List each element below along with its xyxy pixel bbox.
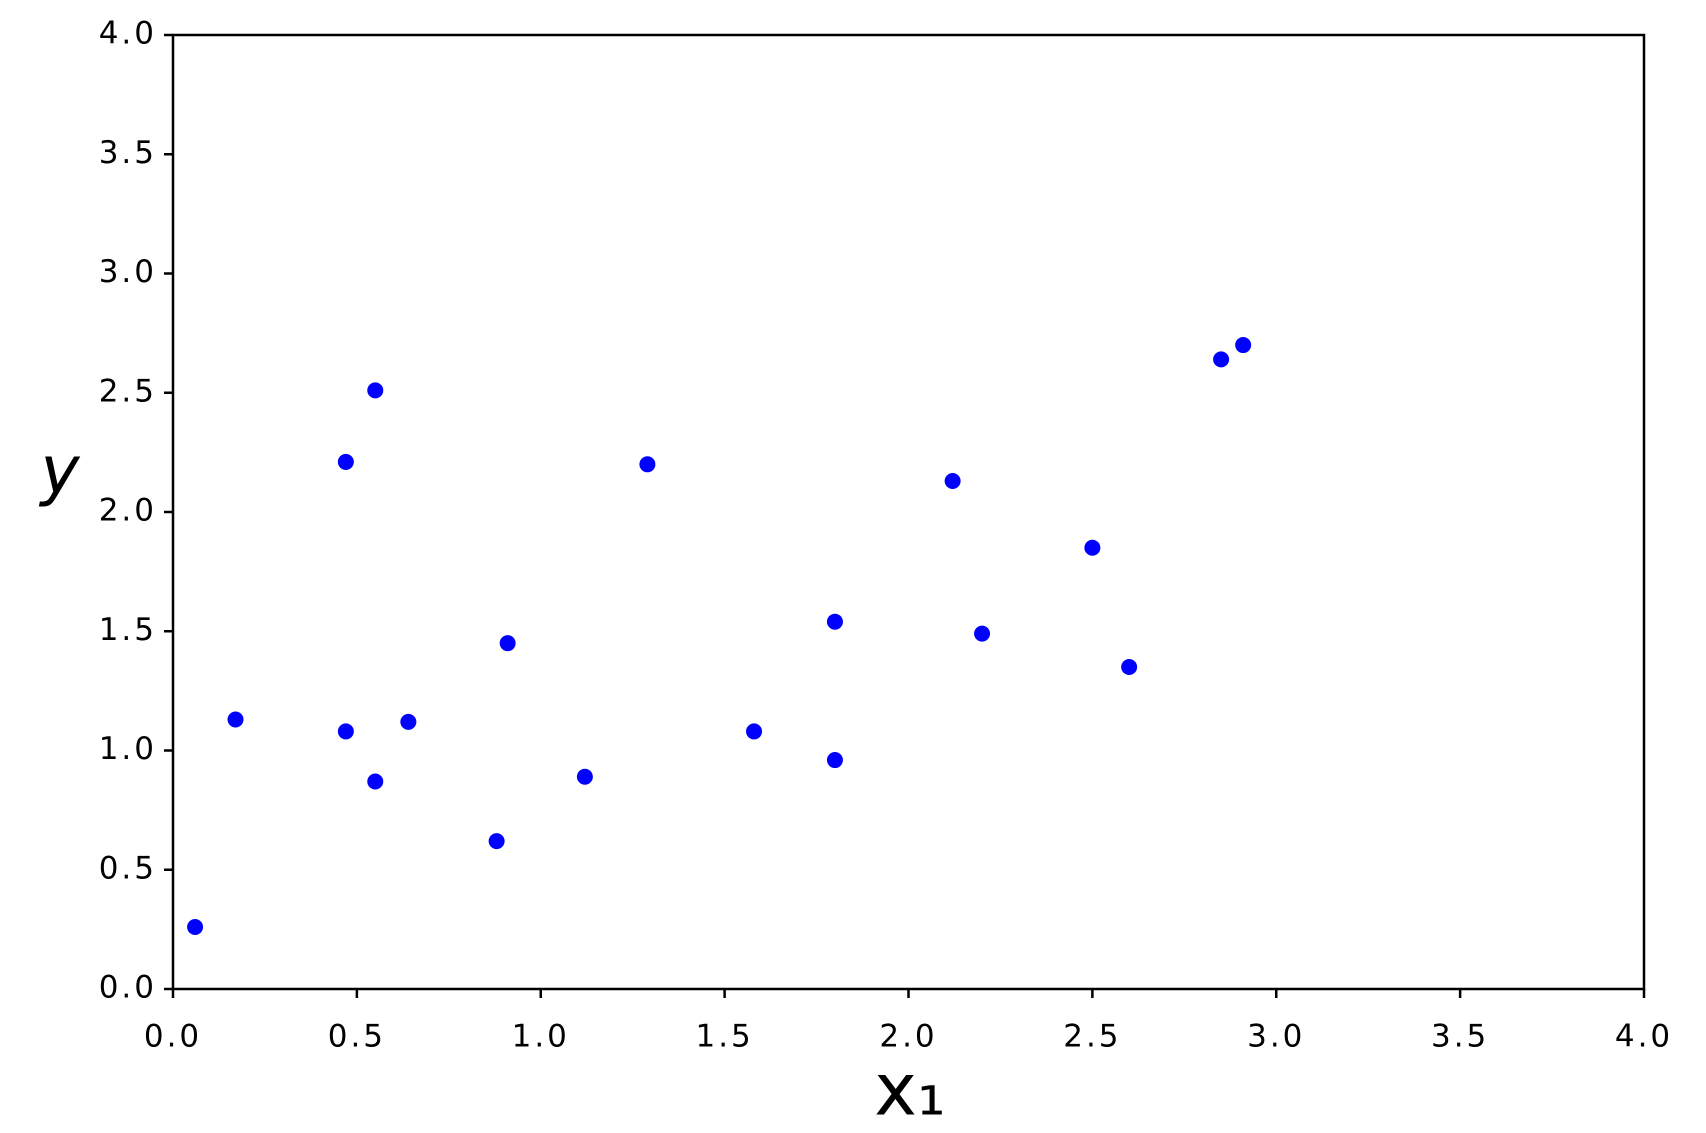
point bbox=[639, 456, 656, 473]
x-tick-label: 0.5 bbox=[328, 1019, 386, 1055]
y-tick-label: 1.0 bbox=[99, 731, 157, 767]
point bbox=[367, 382, 384, 399]
point bbox=[576, 768, 593, 785]
point bbox=[1213, 351, 1230, 368]
y-tick-label: 0.0 bbox=[99, 970, 157, 1006]
point bbox=[400, 713, 417, 730]
point bbox=[227, 711, 244, 728]
x-tick-label: 2.0 bbox=[879, 1019, 937, 1055]
x-axis-label: x₁ bbox=[874, 1048, 945, 1132]
y-tick-label: 2.5 bbox=[99, 373, 157, 409]
x-tick-label: 1.5 bbox=[695, 1019, 753, 1055]
x-tick-label: 3.5 bbox=[1431, 1019, 1489, 1055]
point bbox=[1235, 337, 1252, 354]
y-tick-label: 2.0 bbox=[99, 493, 157, 529]
plot-frame bbox=[171, 33, 1646, 991]
y-tick-label: 0.5 bbox=[99, 850, 157, 886]
point bbox=[488, 833, 505, 850]
x-tick-label: 4.0 bbox=[1615, 1019, 1673, 1055]
x-tick-label: 0.0 bbox=[144, 1019, 202, 1055]
y-tick-label: 4.0 bbox=[99, 16, 157, 52]
point bbox=[1084, 539, 1101, 556]
point bbox=[1121, 659, 1138, 676]
point bbox=[367, 773, 384, 790]
point bbox=[337, 453, 354, 470]
point bbox=[746, 723, 763, 740]
point bbox=[826, 752, 843, 769]
point bbox=[337, 723, 354, 740]
point bbox=[974, 625, 991, 642]
y-tick-label: 3.5 bbox=[99, 135, 157, 171]
x-tick-label: 2.5 bbox=[1063, 1019, 1121, 1055]
x-tick-label: 1.0 bbox=[512, 1019, 570, 1055]
point bbox=[187, 918, 204, 935]
point bbox=[499, 635, 516, 652]
x-tick-label: 3.0 bbox=[1247, 1019, 1305, 1055]
point bbox=[826, 613, 843, 630]
y-tick-label: 1.5 bbox=[99, 612, 157, 648]
y-tick-label: 3.0 bbox=[99, 254, 157, 290]
point bbox=[944, 472, 961, 489]
y-axis-label: y bbox=[38, 432, 80, 509]
